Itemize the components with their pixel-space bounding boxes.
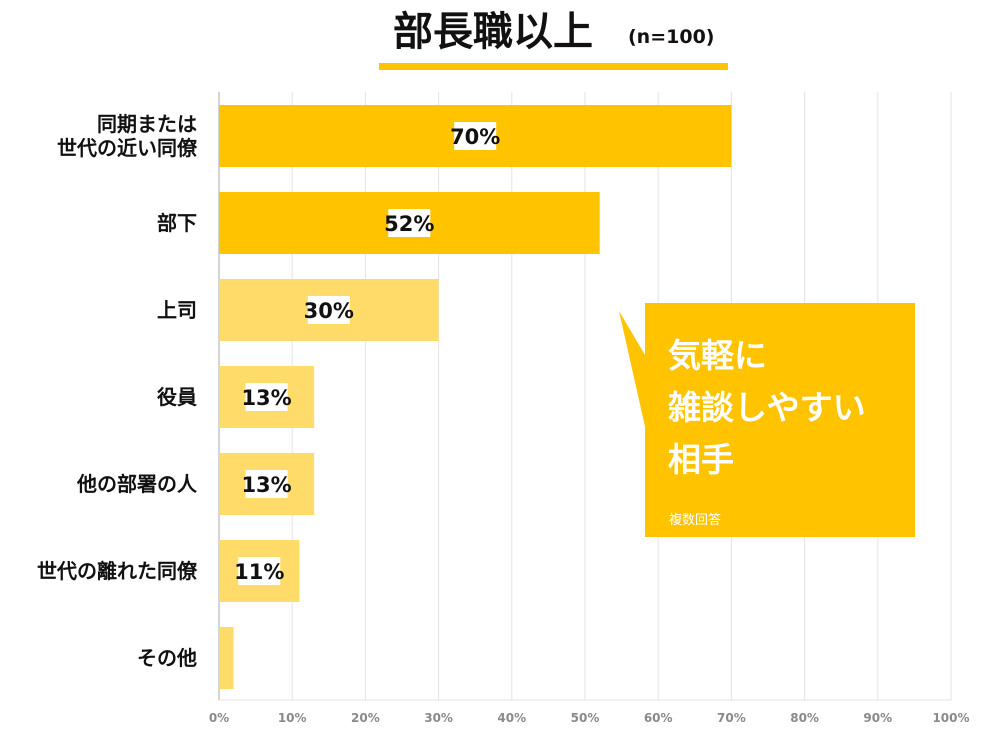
value-label: 52%	[384, 212, 434, 236]
title-underline	[379, 63, 728, 70]
x-tick-label: 10%	[278, 711, 307, 725]
x-tick-label: 70%	[717, 711, 746, 725]
x-tick-label: 50%	[571, 711, 600, 725]
callout-box	[645, 303, 915, 537]
value-label: 13%	[241, 386, 291, 410]
callout-note: 複数回答	[669, 512, 721, 528]
category-label: 世代の近い同僚	[57, 136, 198, 160]
x-tick-label: 30%	[424, 711, 453, 725]
x-tick-label: 40%	[497, 711, 526, 725]
chart-title: 部長職以上	[393, 9, 593, 55]
value-label-background	[307, 296, 350, 324]
category-label: 部下	[157, 211, 197, 235]
value-label: 30%	[304, 299, 354, 323]
category-label: 世代の離れた同僚	[37, 559, 198, 583]
x-tick-label: 100%	[932, 711, 969, 725]
value-label-background	[454, 122, 497, 150]
value-label-background	[245, 383, 288, 411]
bar	[219, 627, 234, 689]
callout-pointer	[619, 311, 648, 440]
bar-layer: 70% 52% 30% 13% 13% 11%	[219, 105, 732, 689]
chart-subtitle: (n=100)	[628, 26, 714, 48]
value-label: 13%	[241, 473, 291, 497]
value-label-background	[245, 470, 288, 498]
tick-label-layer: 0% 10% 20% 30% 40% 50% 60% 70% 80% 90% 100%	[209, 711, 970, 725]
x-tick-label: 60%	[644, 711, 673, 725]
value-label: 11%	[234, 560, 284, 584]
x-tick-label: 20%	[351, 711, 380, 725]
callout-line: 気軽に	[668, 336, 767, 375]
category-label: 同期または	[97, 112, 197, 136]
value-label-background	[388, 209, 431, 237]
x-tick-label: 0%	[209, 711, 229, 725]
value-label: 70%	[450, 125, 500, 149]
category-label: 上司	[157, 298, 197, 322]
callout-line: 相手	[668, 440, 734, 479]
category-label: その他	[137, 646, 197, 670]
callout-line: 雑談しやすい	[667, 388, 866, 427]
category-label: 役員	[157, 385, 197, 409]
value-label-background	[238, 557, 281, 585]
x-tick-label: 90%	[863, 711, 892, 725]
chart-title-group: 部長職以上 (n=100)	[379, 9, 728, 70]
category-label: 他の部署の人	[76, 472, 198, 496]
x-tick-label: 80%	[790, 711, 819, 725]
